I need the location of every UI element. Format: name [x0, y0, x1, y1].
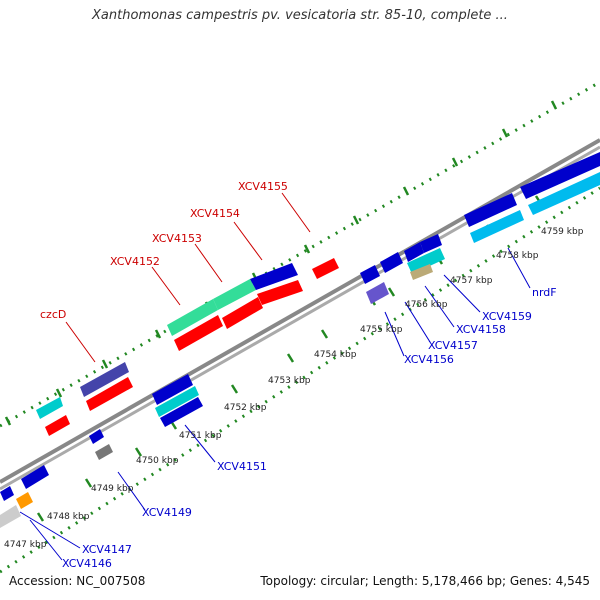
gene-feature-blue-8[interactable] [464, 193, 517, 227]
gene-XCV4155[interactable] [312, 258, 339, 279]
gene-label-czcD[interactable]: czcD [40, 308, 66, 321]
gene-feature-red-1[interactable] [86, 377, 133, 411]
kbp-label: 4757 kbp [450, 276, 493, 286]
gene-feature-red-2[interactable] [45, 415, 70, 436]
gene-feature-cyan-2[interactable] [155, 386, 199, 417]
gene-feature-orange-1[interactable] [16, 492, 33, 509]
label-leader-lines [19, 192, 531, 561]
gene-feature-gray-2[interactable] [0, 505, 21, 528]
genome-backbone-outer [0, 138, 600, 484]
gene-feature-blue-1[interactable] [152, 374, 193, 405]
gene-label-XCV4157[interactable]: XCV4157 [428, 339, 478, 352]
gene-feature-blue-5[interactable] [380, 252, 403, 273]
kbp-label: 4758 kbp [496, 251, 539, 261]
map-title: Xanthomonas campestris pv. vesicatoria s… [92, 8, 508, 23]
accession-text: Accession: NC_007508 [9, 574, 146, 588]
kbp-label: 4749 kbp [91, 484, 134, 494]
gene-XCV4152[interactable] [167, 299, 218, 336]
gene-XCV4154[interactable] [250, 263, 298, 290]
kbp-labels: 4747 kbp 4748 kbp 4749 kbp 4750 kbp 4751… [4, 227, 584, 550]
kbp-label: 4753 kbp [268, 376, 311, 386]
gene-label-XCV4158[interactable]: XCV4158 [456, 323, 506, 336]
gene-feature-blue-11[interactable] [21, 465, 49, 489]
gene-feature-cyan-1[interactable] [36, 397, 63, 419]
gene-feature-gray-1[interactable] [95, 444, 113, 460]
gene-feature-blue-9[interactable] [520, 152, 600, 199]
gene-label-XCV4159[interactable]: XCV4159 [482, 310, 532, 323]
kbp-label: 4752 kbp [224, 403, 267, 413]
gene-XCV4153[interactable] [213, 279, 256, 310]
gene-XCV4156[interactable] [366, 282, 389, 304]
gene-label-XCV4151[interactable]: XCV4151 [217, 460, 267, 473]
gene-label-XCV4154[interactable]: XCV4154 [190, 207, 240, 220]
topology-summary-text: Topology: circular; Length: 5,178,466 bp… [260, 574, 590, 588]
kbp-label: 4756 kbp [405, 300, 448, 310]
gene-label-XCV4146[interactable]: XCV4146 [62, 557, 112, 570]
outer-dotted-track [0, 80, 600, 428]
gene-label-nrdF[interactable]: nrdF [532, 286, 557, 299]
kbp-label: 4759 kbp [541, 227, 584, 237]
gene-label-XCV4153[interactable]: XCV4153 [152, 232, 202, 245]
gene-label-XCV4149[interactable]: XCV4149 [142, 506, 192, 519]
gene-label-XCV4152[interactable]: XCV4152 [110, 255, 160, 268]
gene-feature-blue-7[interactable] [420, 234, 442, 253]
gene-feature-tan-1[interactable] [410, 264, 433, 280]
kbp-label: 4748 kbp [47, 512, 90, 522]
kbp-label: 4747 kbp [4, 540, 47, 550]
gene-labels-blue: XCV4146 XCV4147 XCV4149 XCV4151 XCV4156 … [62, 286, 557, 570]
gene-feature-blue-10[interactable] [0, 486, 14, 501]
kbp-label: 4754 kbp [314, 350, 357, 360]
gene-feature-cyan-3[interactable] [407, 248, 445, 274]
gene-label-XCV4147[interactable]: XCV4147 [82, 543, 132, 556]
kbp-label: 4750 kbp [136, 456, 179, 466]
gene-feature-red-3[interactable] [174, 315, 223, 351]
gene-label-XCV4156[interactable]: XCV4156 [404, 353, 454, 366]
inner-dotted-track [0, 186, 600, 574]
gene-feature-cyan-4[interactable] [470, 210, 524, 243]
gene-feature-blue-3[interactable] [89, 429, 104, 444]
gene-feature-red-4[interactable] [222, 297, 263, 329]
gene-feature-cyan-5[interactable] [528, 172, 600, 215]
gene-label-XCV4155[interactable]: XCV4155 [238, 180, 288, 193]
gene-feature-blue-2[interactable] [160, 397, 203, 427]
kbp-label: 4755 kbp [360, 325, 403, 335]
gene-features-forward[interactable] [0, 152, 600, 528]
gene-czcD[interactable] [80, 362, 129, 397]
gene-labels-red: czcD XCV4152 XCV4153 XCV4154 XCV4155 [40, 180, 288, 321]
gene-feature-red-5[interactable] [257, 280, 303, 305]
kbp-label: 4751 kbp [179, 431, 222, 441]
inner-ticks [36, 195, 543, 522]
gene-feature-blue-4[interactable] [360, 265, 380, 284]
gene-feature-blue-6[interactable] [404, 242, 424, 262]
